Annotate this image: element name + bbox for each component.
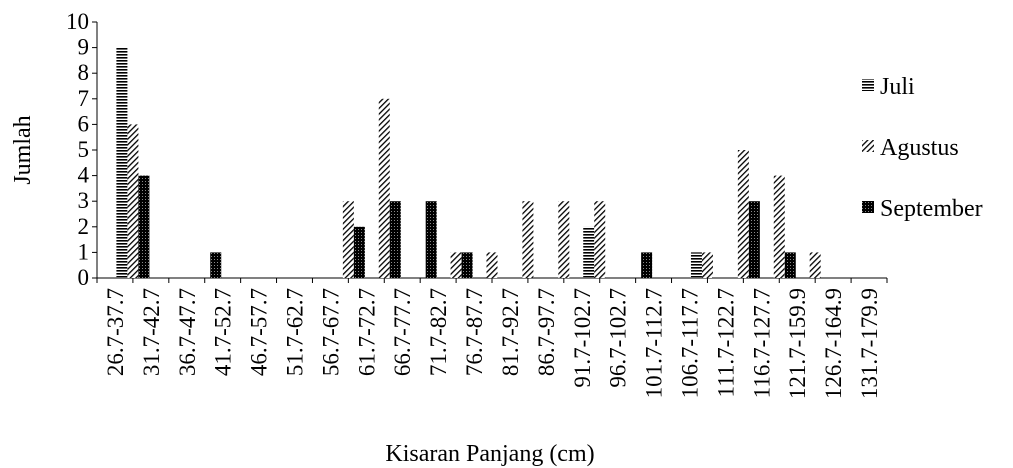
y-tick-label: 9 xyxy=(78,35,90,60)
x-tick-label: 71.7-82.7 xyxy=(426,288,451,376)
x-tick-label: 131.7-179.9 xyxy=(857,288,882,399)
bar-agustus-126.7-164.9 xyxy=(809,252,821,278)
legend-swatch-september xyxy=(862,201,874,213)
bar-september-41.7-52.7 xyxy=(210,252,222,278)
x-tick-label: 81.7-92.7 xyxy=(498,288,523,376)
bar-september-31.7-42.7 xyxy=(138,175,150,278)
y-tick-label: 5 xyxy=(78,137,90,162)
x-tick-label: 86.7-97.7 xyxy=(534,288,559,376)
bar-agustus-96.7-102.7 xyxy=(594,201,606,278)
x-tick-label: 46.7-57.7 xyxy=(247,288,272,376)
legend-label-juli: Juli xyxy=(880,74,915,100)
x-tick-label: 26.7-37.7 xyxy=(103,288,128,376)
bar-agustus-91.7-102.7 xyxy=(558,201,570,278)
bar-agustus-121.7-159.9 xyxy=(773,175,785,278)
bar-september-76.7-87.7 xyxy=(461,252,473,278)
x-tick-label: 61.7-72.7 xyxy=(354,288,379,376)
bar-juli-111.7-122.7 xyxy=(690,252,702,278)
x-tick-label: 66.7-77.7 xyxy=(390,288,415,376)
x-tick-label: 96.7-102.7 xyxy=(606,288,631,388)
bar-september-66.7-77.7 xyxy=(389,201,401,278)
bar-agustus-116.7-127.7 xyxy=(737,150,749,278)
bar-agustus-66.7-77.7 xyxy=(378,98,390,278)
x-tick-label: 126.7-164.9 xyxy=(821,288,846,399)
bar-agustus-111.7-122.7 xyxy=(701,252,713,278)
bar-juli-31.7-42.7 xyxy=(116,47,128,278)
x-tick-label: 101.7-112.7 xyxy=(642,288,667,398)
x-tick-label: 36.7-47.7 xyxy=(175,288,200,376)
y-tick-label: 8 xyxy=(78,60,90,85)
y-tick-label: 2 xyxy=(78,214,90,239)
y-tick-label: 3 xyxy=(78,188,90,213)
y-tick-label: 0 xyxy=(78,265,90,290)
x-tick-label: 121.7-159.9 xyxy=(785,288,810,399)
legend-label-september: September xyxy=(880,196,983,222)
legend: Juli Agustus September xyxy=(862,74,983,222)
bar-september-71.7-82.7 xyxy=(425,201,437,278)
bar-september-101.7-112.7 xyxy=(641,252,653,278)
x-tick-label: 106.7-117.7 xyxy=(678,288,703,398)
bar-september-121.7-159.9 xyxy=(784,252,796,278)
bar-group xyxy=(116,47,821,279)
bar-agustus-61.7-72.7 xyxy=(342,201,354,278)
bar-agustus-31.7-42.7 xyxy=(127,124,139,279)
bar-agustus-76.7-87.7 xyxy=(450,252,462,278)
y-tick-label: 7 xyxy=(78,86,90,111)
x-tick-label: 116.7-127.7 xyxy=(749,288,774,398)
bar-juli-96.7-102.7 xyxy=(583,226,595,278)
x-axis-title: Kisaran Panjang (cm) xyxy=(385,441,594,467)
x-tick-group: 26.7-37.7 31.7-42.7 36.7-47.7 41.7-52.7 46.7… xyxy=(96,278,888,399)
x-tick-label: 56.7-67.7 xyxy=(318,288,343,376)
x-tick-label: 111.7-122.7 xyxy=(713,288,738,397)
bar-september-61.7-72.7 xyxy=(353,226,365,278)
x-tick-label: 76.7-87.7 xyxy=(462,288,487,376)
x-tick-label: 91.7-102.7 xyxy=(570,288,595,388)
legend-swatch-agustus xyxy=(862,140,874,152)
legend-label-agustus: Agustus xyxy=(880,135,959,161)
y-axis-title: Jumlah xyxy=(10,115,36,184)
x-tick-label: 31.7-42.7 xyxy=(139,288,164,376)
bar-agustus-81.7-92.7 xyxy=(486,252,498,278)
y-tick-label: 10 xyxy=(66,9,89,34)
x-tick-label: 41.7-52.7 xyxy=(211,288,236,376)
bar-september-116.7-127.7 xyxy=(748,201,760,278)
y-tick-label: 4 xyxy=(78,163,90,188)
y-tick-label: 1 xyxy=(78,239,90,264)
legend-swatch-juli xyxy=(862,79,874,91)
y-tick-label: 6 xyxy=(78,111,90,136)
x-tick-label: 51.7-62.7 xyxy=(283,288,308,376)
bar-agustus-86.7-97.7 xyxy=(522,201,534,278)
